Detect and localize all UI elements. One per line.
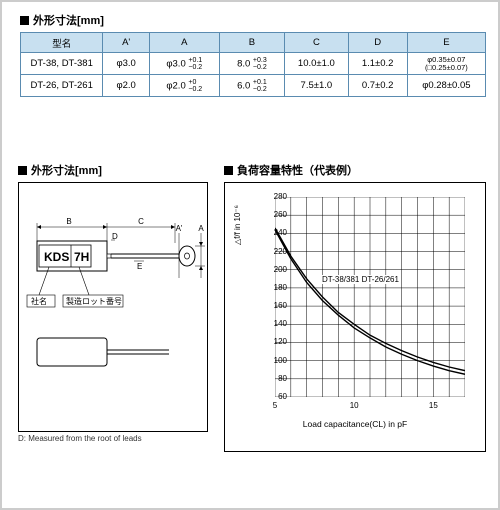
chart-xlabel: Load capacitance(CL) in pF bbox=[225, 419, 485, 429]
svg-text:7H: 7H bbox=[74, 250, 89, 264]
svg-text:E: E bbox=[137, 262, 142, 271]
dimension-drawing: KDS 7H 社名 製造ロット番号 B C A bbox=[18, 182, 208, 432]
chart-series-label: DT-38/381 DT-26/261 bbox=[321, 275, 400, 284]
svg-text:KDS: KDS bbox=[44, 250, 69, 264]
col-header: A' bbox=[103, 33, 149, 53]
col-header: D bbox=[348, 33, 407, 53]
table-row: DT-26, DT-261φ2.0φ2.0 +0−0.26.0 +0.1−0.2… bbox=[21, 75, 486, 97]
chart-title: 負荷容量特性（代表例） bbox=[224, 162, 486, 178]
svg-text:A: A bbox=[198, 224, 204, 233]
col-header: A bbox=[149, 33, 219, 53]
svg-text:A': A' bbox=[176, 224, 183, 233]
dimension-table: 型名A'ABCDE DT-38, DT-381φ3.0φ3.0 +0.1−0.2… bbox=[20, 32, 486, 97]
drawing-note: D: Measured from the root of leads bbox=[18, 434, 142, 443]
chart-ylabel: △f/f in 10⁻⁶ bbox=[233, 205, 242, 245]
table-title: 外形寸法[mm] bbox=[20, 12, 486, 28]
svg-text:B: B bbox=[66, 217, 71, 226]
table-row: DT-38, DT-381φ3.0φ3.0 +0.1−0.28.0 +0.3−0… bbox=[21, 53, 486, 75]
svg-text:D: D bbox=[112, 232, 118, 241]
svg-text:C: C bbox=[138, 217, 144, 226]
col-header: B bbox=[219, 33, 285, 53]
load-capacitance-chart: △f/f in 10⁻⁶ Load capacitance(CL) in pF … bbox=[224, 182, 486, 452]
svg-text:製造ロット番号: 製造ロット番号 bbox=[66, 296, 122, 306]
col-header: C bbox=[285, 33, 348, 53]
drawing-title: 外形寸法[mm] bbox=[18, 162, 208, 178]
col-header: 型名 bbox=[21, 33, 103, 53]
svg-text:社名: 社名 bbox=[31, 296, 47, 306]
col-header: E bbox=[407, 33, 485, 53]
